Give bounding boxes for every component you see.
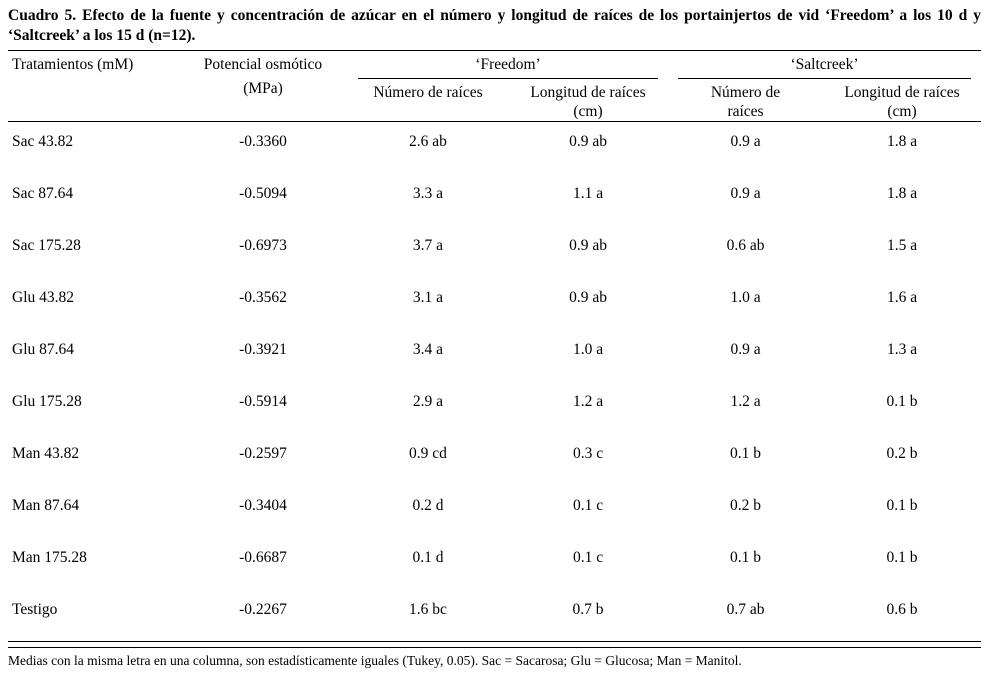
- col-header-saltcreek-num-line1: Número de: [710, 84, 781, 101]
- table-row: Glu 87.64 -0.3921 3.4 a 1.0 a 0.9 a 1.3 …: [8, 330, 981, 382]
- group-header-freedom-label: ‘Freedom’: [358, 55, 659, 79]
- col-header-saltcreek-len: Longitud de raíces (cm): [823, 79, 982, 122]
- header-row-subcolumns: Número de raíces Longitud de raíces (cm)…: [8, 79, 982, 122]
- cell-saltcreek-num: 0.9 a: [730, 133, 761, 150]
- table-row: Sac 43.82 -0.3360 2.6 ab 0.9 ab 0.9 a 1.…: [8, 122, 981, 174]
- cell-freedom-len: 1.2 a: [572, 392, 604, 410]
- col-header-saltcreek-num-line2: raíces: [727, 103, 764, 120]
- table-row: Glu 43.82 -0.3562 3.1 a 0.9 ab 1.0 a 1.6…: [8, 278, 981, 330]
- cell-freedom-len: 0.7 b: [572, 600, 604, 618]
- col-header-osmotic: Potencial osmótico (MPa): [178, 51, 348, 122]
- cell-saltcreek-num: 0.1 b: [730, 444, 762, 462]
- results-table: Tratamientos (mM) Potencial osmótico (MP…: [8, 50, 982, 642]
- cell-freedom-num: 1.6 bc: [409, 600, 447, 618]
- col-header-freedom-len-line1: Longitud de raíces: [530, 84, 646, 101]
- cell-treatment: Sac 175.28: [12, 236, 81, 254]
- cell-saltcreek-len: 1.8 a: [886, 184, 918, 202]
- cell-treatment: Glu 87.64: [12, 340, 74, 358]
- cell-saltcreek-len: 1.3 a: [886, 340, 918, 358]
- cell-freedom-num: 0.2 d: [412, 496, 444, 514]
- cell-freedom-len: 0.1 c: [572, 496, 604, 514]
- table-row: Man 43.82 -0.2597 0.9 cd 0.3 c 0.1 b 0.2…: [8, 434, 981, 486]
- cell-treatment: Man 175.28: [12, 548, 87, 566]
- cell-freedom-num: 0.9 cd: [409, 444, 447, 462]
- cell-freedom-num: 3.3 a: [412, 184, 444, 202]
- table-row: Man 175.28 -0.6687 0.1 d 0.1 c 0.1 b 0.1…: [8, 538, 981, 590]
- col-header-freedom-num: Número de raíces: [348, 79, 508, 122]
- cell-saltcreek-len: 0.2 b: [886, 444, 918, 462]
- cell-freedom-num: 2.6 ab: [409, 133, 447, 150]
- group-header-saltcreek-label: ‘Saltcreek’: [678, 55, 972, 79]
- cell-freedom-len: 1.1 a: [572, 184, 604, 202]
- col-header-treatments: Tratamientos (mM): [12, 56, 134, 73]
- cell-osmotic: -0.3404: [239, 496, 287, 514]
- bottom-rule: [8, 647, 981, 648]
- cell-freedom-len: 0.3 c: [572, 444, 604, 462]
- cell-saltcreek-len: 1.8 a: [886, 133, 918, 150]
- cell-osmotic: -0.5914: [239, 392, 287, 410]
- col-header-saltcreek-len-line2: (cm): [887, 103, 917, 120]
- cell-saltcreek-num: 1.2 a: [730, 392, 761, 410]
- cell-saltcreek-num: 0.2 b: [730, 496, 762, 514]
- col-header-saltcreek-len-line1: Longitud de raíces: [844, 84, 960, 101]
- cell-freedom-num: 3.1 a: [412, 288, 444, 306]
- cell-osmotic: -0.2267: [239, 600, 287, 618]
- cell-freedom-num: 2.9 a: [412, 392, 444, 410]
- cell-freedom-num: 3.7 a: [412, 236, 444, 254]
- group-header-freedom: ‘Freedom’: [348, 51, 668, 79]
- cell-freedom-num: 3.4 a: [412, 340, 444, 358]
- cell-treatment: Man 87.64: [12, 496, 80, 514]
- cell-osmotic: -0.2597: [239, 444, 287, 462]
- cell-saltcreek-len: 1.5 a: [886, 236, 918, 254]
- table-row: Sac 175.28 -0.6973 3.7 a 0.9 ab 0.6 ab 1…: [8, 226, 981, 278]
- cell-treatment: Testigo: [12, 600, 58, 618]
- cell-freedom-len: 0.9 ab: [569, 288, 607, 306]
- cell-saltcreek-num: 0.6 ab: [726, 236, 765, 254]
- cell-saltcreek-len: 1.6 a: [886, 288, 918, 306]
- table-row: Testigo -0.2267 1.6 bc 0.7 b 0.7 ab 0.6 …: [8, 590, 981, 642]
- cell-osmotic: -0.3921: [239, 340, 287, 358]
- col-header-osmotic-line2: (MPa): [243, 80, 283, 97]
- group-header-saltcreek: ‘Saltcreek’: [668, 51, 981, 79]
- col-header-osmotic-line1: Potencial osmótico: [203, 56, 323, 73]
- col-header-saltcreek-num: Número de raíces: [668, 79, 824, 122]
- cell-treatment: Glu 175.28: [12, 392, 82, 410]
- table-row: Sac 87.64 -0.5094 3.3 a 1.1 a 0.9 a 1.8 …: [8, 174, 981, 226]
- cell-treatment: Man 43.82: [12, 444, 80, 462]
- cell-freedom-len: 0.1 c: [572, 548, 604, 566]
- cell-freedom-len: 0.9 ab: [569, 236, 607, 254]
- cell-treatment: Sac 43.82: [12, 133, 74, 150]
- cell-osmotic: -0.3562: [239, 288, 287, 306]
- cell-saltcreek-len: 0.1 b: [886, 392, 918, 410]
- cell-saltcreek-len: 0.6 b: [886, 600, 918, 618]
- cell-saltcreek-num: 1.0 a: [730, 288, 761, 306]
- cell-saltcreek-len: 0.1 b: [886, 496, 918, 514]
- cell-saltcreek-num: 0.9 a: [730, 184, 761, 202]
- table-row: Glu 175.28 -0.5914 2.9 a 1.2 a 1.2 a 0.1…: [8, 382, 981, 434]
- cell-treatment: Sac 87.64: [12, 184, 74, 202]
- cell-freedom-len: 1.0 a: [572, 340, 604, 358]
- cell-osmotic: -0.6973: [239, 236, 287, 254]
- header-row-groups: Tratamientos (mM) Potencial osmótico (MP…: [8, 51, 981, 97]
- cell-saltcreek-len: 0.1 b: [886, 548, 918, 566]
- cell-treatment: Glu 43.82: [12, 288, 74, 306]
- cell-freedom-len: 0.9 ab: [569, 133, 607, 150]
- cell-freedom-num: 0.1 d: [412, 548, 444, 566]
- cell-osmotic: -0.3360: [239, 133, 287, 150]
- table-caption: Cuadro 5. Efecto de la fuente y concentr…: [8, 7, 981, 44]
- cell-osmotic: -0.5094: [239, 184, 287, 202]
- cell-saltcreek-num: 0.7 ab: [726, 600, 765, 618]
- cell-osmotic: -0.6687: [239, 548, 287, 566]
- col-header-freedom-len-line2: (cm): [573, 103, 603, 120]
- cell-saltcreek-num: 0.1 b: [730, 548, 762, 566]
- table-row: Man 87.64 -0.3404 0.2 d 0.1 c 0.2 b 0.1 …: [8, 486, 981, 538]
- cell-saltcreek-num: 0.9 a: [730, 340, 761, 358]
- table-footnote: Medias con la misma letra en una columna…: [8, 653, 742, 668]
- col-header-freedom-len: Longitud de raíces (cm): [508, 79, 669, 122]
